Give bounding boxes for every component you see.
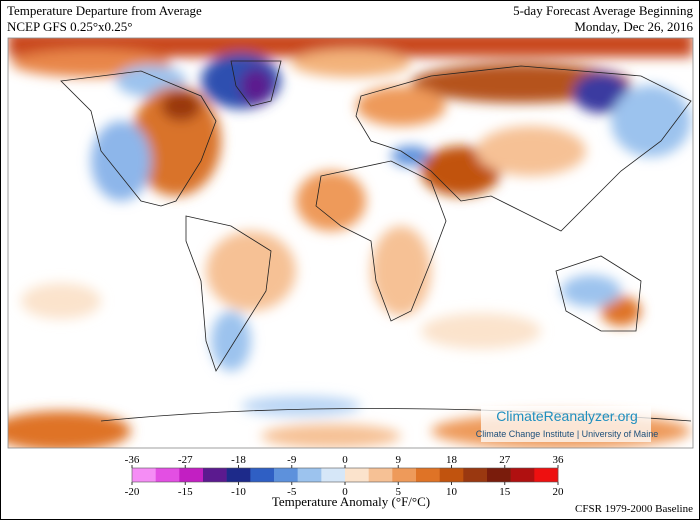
colorbar-segment: [203, 468, 227, 482]
colorbar-segment: [392, 468, 417, 482]
c-tick-label: -20: [125, 486, 140, 498]
f-tick-label: 27: [499, 454, 511, 466]
title-right: 5-day Forecast Average Beginning: [513, 3, 693, 18]
watermark-site: ClimateReanalyzer.org: [496, 408, 638, 424]
anomaly-map: [8, 38, 693, 448]
colorbar-segment: [179, 468, 204, 482]
f-tick-label: 36: [553, 454, 565, 466]
colorbar: -36 -27 -18 -9 0 9 18 27 36 -20 -15 -10 -5 0 5 10 15 20: [125, 454, 564, 498]
c-tick-label: 15: [499, 486, 511, 498]
colorbar-segment: [463, 468, 488, 482]
map-frame: [7, 37, 694, 449]
f-tick-label: -36: [125, 454, 140, 466]
colorbar-segment: [534, 468, 559, 482]
colorbar-segment: [510, 468, 535, 482]
colorbar-segment: [155, 468, 180, 482]
colorbar-segment: [132, 468, 156, 482]
c-tick-label: 10: [446, 486, 458, 498]
c-tick-label: 5: [396, 486, 402, 498]
colorbar-segment: [368, 468, 393, 482]
colorbar-segment: [321, 468, 346, 482]
c-tick-label: -15: [178, 486, 193, 498]
watermark-bg: [481, 406, 651, 442]
f-tick-label: -18: [231, 454, 246, 466]
colorbar-segment: [250, 468, 275, 482]
map-background: [8, 38, 693, 448]
title-left: Temperature Departure from Average: [7, 3, 202, 18]
colorbar-segment: [297, 468, 322, 482]
c-tick-label: -10: [231, 486, 246, 498]
colorbar-segment: [274, 468, 298, 482]
f-tick-label: -27: [178, 454, 193, 466]
colorbar-segment: [439, 468, 464, 482]
c-tick-label: 20: [553, 486, 565, 498]
f-tick-label: -9: [287, 454, 297, 466]
colorbar-segment: [345, 468, 369, 482]
c-tick-label: -5: [287, 486, 297, 498]
colorbar-segment: [226, 468, 251, 482]
subtitle-right: Monday, Dec 26, 2016: [574, 19, 693, 34]
f-tick-label: 9: [396, 454, 402, 466]
baseline-note: CFSR 1979-2000 Baseline: [575, 503, 693, 515]
colorbar-segment: [416, 468, 440, 482]
watermark-org: Climate Change Institute | University of…: [476, 429, 658, 439]
f-tick-label: 18: [446, 454, 458, 466]
c-tick-label: 0: [342, 486, 348, 498]
subtitle-left: NCEP GFS 0.25°x0.25°: [7, 19, 133, 34]
colorbar-label: Temperature Anomaly (°F/°C): [272, 494, 430, 509]
f-tick-label: 0: [342, 454, 348, 466]
colorbar-segment: [487, 468, 511, 482]
